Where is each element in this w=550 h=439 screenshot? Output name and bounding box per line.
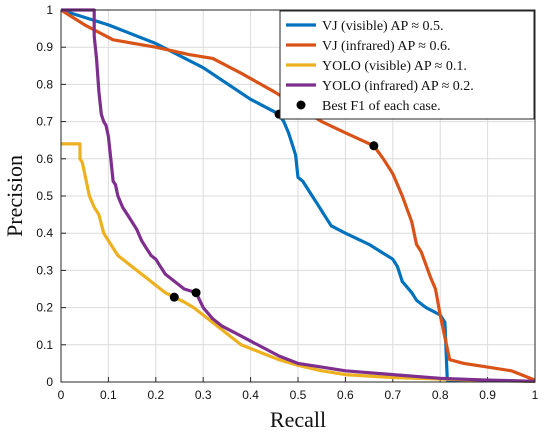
y-tick-label: 0.2 — [36, 301, 53, 315]
x-tick-label: 0.1 — [100, 388, 117, 402]
best-f1-marker — [191, 288, 201, 298]
legend-label: Best F1 of each case. — [322, 99, 441, 114]
legend-label: YOLO (visible) AP ≈ 0.1. — [322, 59, 467, 74]
best-f1-marker — [169, 292, 179, 302]
legend-label: VJ (infrared) AP ≈ 0.6. — [322, 39, 450, 54]
x-tick-label: 0.4 — [242, 388, 259, 402]
legend-label: VJ (visible) AP ≈ 0.5. — [322, 19, 444, 34]
x-tick-label: 0.3 — [195, 388, 212, 402]
y-tick-label: 0.3 — [36, 263, 53, 277]
x-tick-label: 0.2 — [147, 388, 164, 402]
series-line-vj-infrared — [60, 8, 536, 382]
legend-box — [279, 10, 535, 120]
y-tick-label: 0.1 — [36, 338, 53, 352]
y-tick-label: 1 — [46, 3, 53, 17]
legend-label: YOLO (infrared) AP ≈ 0.2. — [322, 79, 474, 94]
series-line-yolo-infrared — [61, 8, 536, 383]
x-tick-label: 0.6 — [337, 388, 354, 402]
best-f1-markers — [169, 109, 379, 302]
legend-marker — [296, 100, 306, 110]
best-f1-marker — [369, 141, 379, 151]
x-tick-label: 0.7 — [384, 388, 401, 402]
x-tick-label: 0.8 — [432, 388, 449, 402]
y-tick-label: 0.6 — [36, 152, 53, 166]
x-tick-label: 0.9 — [479, 388, 496, 402]
x-tick-label: 0.5 — [290, 388, 307, 402]
tick-labels: 0 0.1 0.2 0.3 0.4 0.5 0.6 0.7 0.8 0.9 1 0 0.1 0.2 0.3 0… — [36, 3, 538, 402]
y-tick-label: 0.8 — [36, 77, 53, 91]
y-tick-label: 0.5 — [36, 189, 53, 203]
plot-frame — [60, 9, 536, 383]
x-tick-label: 0 — [58, 388, 65, 402]
y-tick-label: 0.7 — [36, 115, 53, 129]
x-axis-label: Recall — [270, 407, 326, 432]
y-tick-label: 0 — [46, 375, 53, 389]
x-tick-label: 1 — [532, 388, 539, 402]
legend: VJ (visible) AP ≈ 0.5. VJ (infrared) AP ≈… — [279, 10, 535, 120]
y-tick-label: 0.9 — [36, 40, 53, 54]
y-axis-label: Precision — [2, 155, 27, 237]
y-tick-label: 0.4 — [36, 226, 53, 240]
